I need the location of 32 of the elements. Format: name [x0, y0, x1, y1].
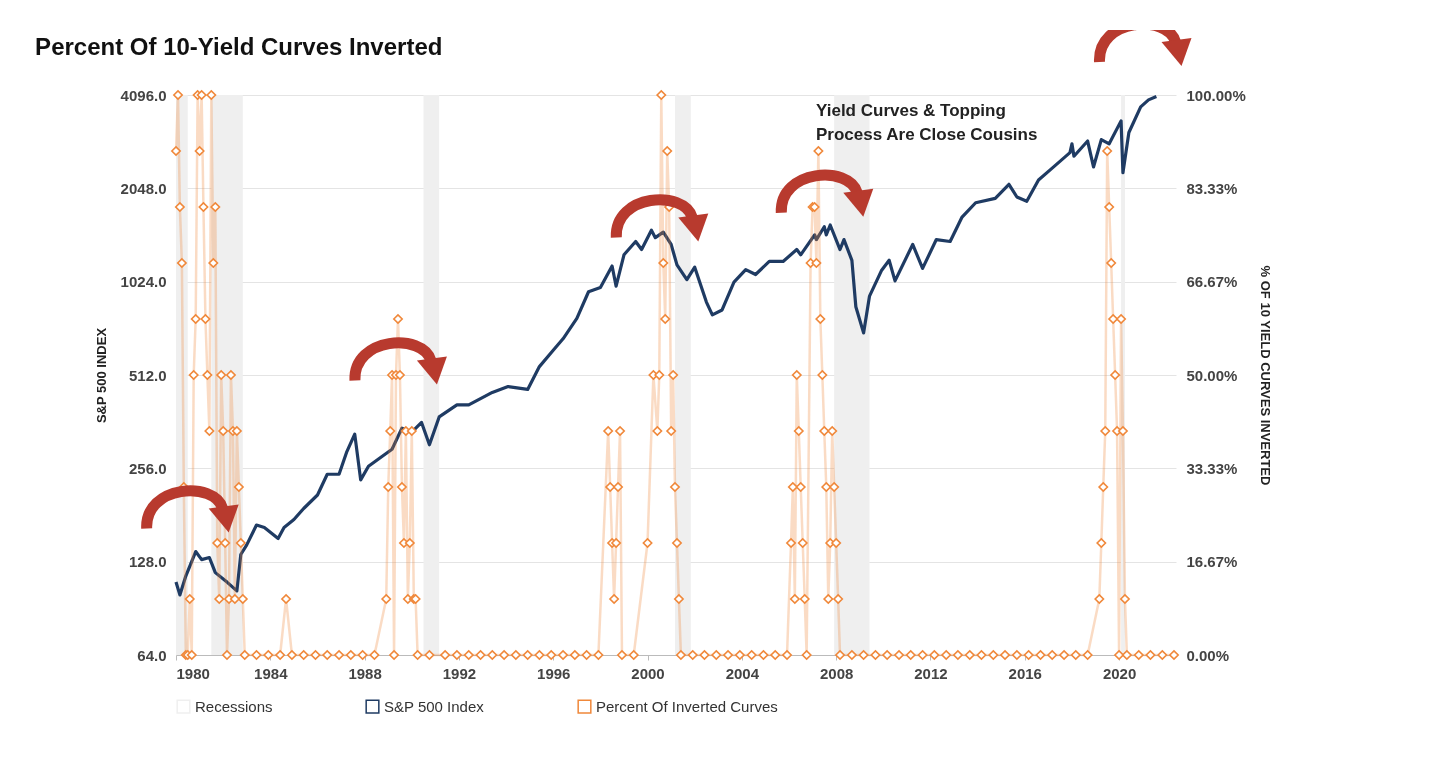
x-tick-label: 1984: [254, 664, 289, 682]
y-axis-title: S&P 500 INDEX: [93, 327, 109, 424]
chart-title: Percent Of 10-Yield Curves Inverted: [35, 32, 443, 60]
y2-tick-label: 33.33%: [1186, 459, 1238, 477]
y2-tick-label: 83.33%: [1186, 179, 1238, 197]
y2-tick-label: 16.67%: [1186, 553, 1238, 571]
x-tick-label: 2016: [1008, 664, 1042, 682]
legend-label: S&P 500 Index: [384, 697, 485, 715]
x-tick-label: 2008: [819, 664, 854, 682]
y2-tick-label: 100.00%: [1186, 86, 1246, 104]
y2-tick-label: 66.67%: [1186, 273, 1238, 291]
x-tick-label: 2012: [914, 664, 948, 682]
annotation: Yield Curves & Topping Process Are Close Cousins: [816, 101, 1038, 144]
x-tick-label: 1988: [348, 664, 382, 682]
x-tick-label: 2000: [631, 664, 665, 682]
y-tick-label: 128.0: [128, 553, 167, 571]
y-tick-label: 512.0: [128, 366, 167, 384]
y-tick-label: 256.0: [128, 459, 167, 477]
y-tick-label: 1024.0: [120, 273, 167, 291]
y-tick-label: 64.0: [137, 646, 167, 664]
x-tick-label: 1992: [442, 664, 477, 682]
legend-label: Percent Of Inverted Curves: [596, 697, 778, 715]
legend-label: Recessions: [195, 697, 273, 715]
y2-tick-label: 0.00%: [1186, 646, 1230, 664]
y2-axis-title: % OF 10 YIELD CURVES INVERTED: [1257, 265, 1273, 486]
x-tick-label: 2020: [1102, 664, 1137, 682]
y-tick-label: 2048.0: [120, 179, 167, 197]
y-tick-label: 4096.0: [120, 86, 167, 104]
x-tick-label: 2004: [725, 664, 760, 682]
x-tick-label: 1980: [176, 664, 210, 682]
y2-tick-label: 50.00%: [1186, 366, 1238, 384]
x-tick-label: 1996: [537, 664, 571, 682]
